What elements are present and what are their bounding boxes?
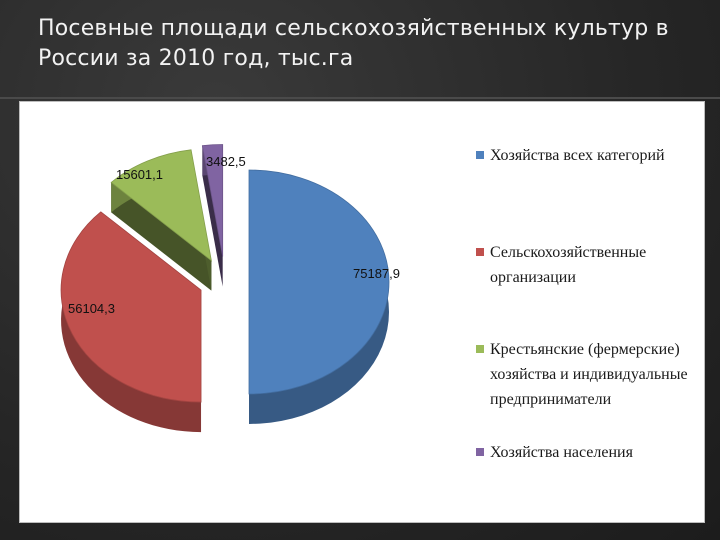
title-divider [0, 97, 720, 99]
data-label-1: 75187,9 [353, 266, 400, 281]
slice-top-face [110, 149, 212, 262]
slide-title-line-1: Посевные площади сельскохозяйственных ку… [38, 16, 669, 41]
data-label-2: 56104,3 [68, 301, 115, 316]
legend-swatch [476, 151, 484, 159]
legend-item-1: Хозяйства всех категорий [476, 147, 665, 164]
legend-item-3: Крестьянские (фермерские) хозяйства и инд… [476, 341, 688, 408]
legend-item-4: Хозяйства населения [476, 444, 634, 461]
slice-outer-wall [61, 211, 202, 433]
chart-frame: 75187,9 56104,3 15601,1 3482,5 Хозяйства вс… [19, 101, 705, 523]
slice-top-face [60, 211, 202, 403]
legend-swatch [476, 345, 484, 353]
data-labels: 75187,9 56104,3 15601,1 3482,5 [68, 154, 400, 316]
legend-label: предприниматели [490, 391, 612, 408]
data-label-3: 15601,1 [116, 167, 163, 182]
legend-item-2: Сельскохозяйственные организации [476, 244, 646, 286]
slice-top-face [248, 169, 390, 395]
legend-label: хозяйства и индивидуальные [490, 366, 688, 383]
legend-swatch [476, 448, 484, 456]
slice-side-face [202, 145, 223, 287]
legend-label: Хозяйства всех категорий [490, 147, 665, 164]
pie-chart: 75187,9 56104,3 15601,1 3482,5 Хозяйства вс… [60, 144, 688, 461]
legend-swatch [476, 248, 484, 256]
legend-label: организации [490, 269, 576, 286]
legend-label: Сельскохозяйственные [490, 244, 646, 261]
pie-layer [60, 144, 390, 433]
slice-side-face [111, 182, 212, 291]
data-label-4: 3482,5 [206, 154, 246, 169]
slice-top-face [201, 144, 224, 257]
chart-legend: Хозяйства всех категорий Сельскохозяйстве… [476, 147, 688, 461]
legend-label: Крестьянские (фермерские) [490, 341, 680, 358]
pie-slice-3 [110, 149, 212, 291]
pie-slice-4 [201, 144, 224, 287]
pie-slice-2 [60, 211, 202, 433]
pie-slice-1 [248, 169, 390, 424]
slide-title-line-2: России за 2010 год, тыс.га [38, 46, 354, 71]
legend-label: Хозяйства населения [490, 444, 634, 461]
slide-title: Посевные площади сельскохозяйственных ку… [38, 14, 698, 74]
